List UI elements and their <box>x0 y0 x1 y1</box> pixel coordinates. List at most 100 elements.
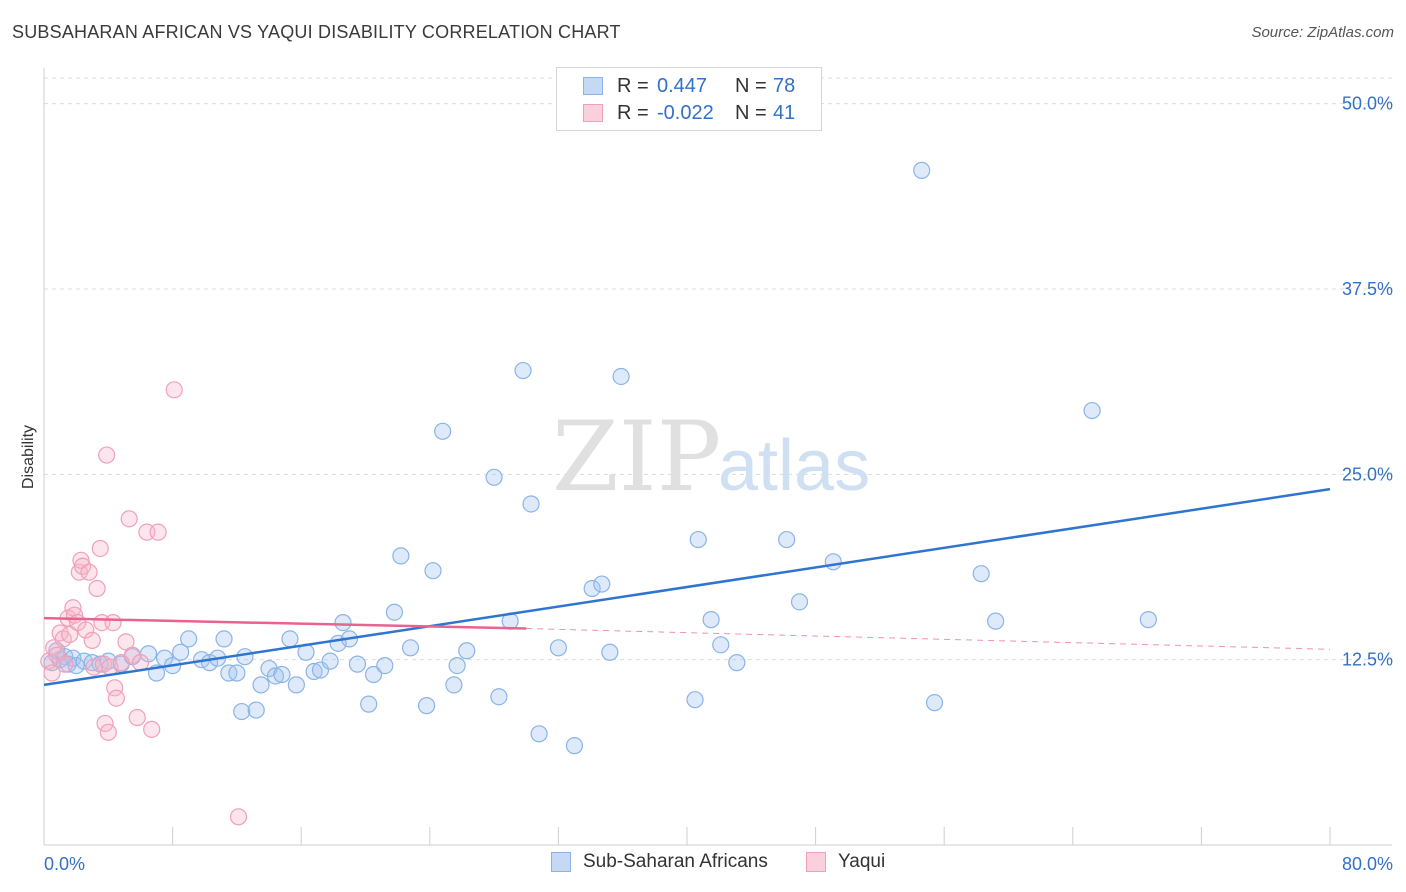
point-yaqui <box>56 655 74 673</box>
point-subsaharan <box>215 630 233 648</box>
point-subsaharan <box>424 562 442 580</box>
series-swatch-pink <box>806 852 826 872</box>
gridlines <box>44 77 1392 661</box>
point-subsaharan <box>522 495 540 513</box>
point-subsaharan <box>987 612 1005 630</box>
series-legend-yaqui: Yaqui <box>806 851 885 873</box>
point-subsaharan <box>233 702 251 721</box>
legend-row-subsaharan: R = 0.447 N = 78 <box>583 74 795 98</box>
point-subsaharan <box>530 725 548 743</box>
point-subsaharan <box>445 676 463 694</box>
point-yaqui <box>143 720 161 738</box>
point-yaqui <box>91 539 109 558</box>
y-tick-label: 12.5% <box>1342 650 1393 670</box>
point-yaqui <box>128 708 146 727</box>
point-subsaharan <box>824 553 842 571</box>
legend-r-label: R = <box>617 74 649 97</box>
legend-swatch-blue <box>583 77 603 95</box>
point-yaqui <box>96 714 114 733</box>
point-subsaharan <box>490 688 508 706</box>
y-axis-label: Disability <box>20 425 37 489</box>
point-yaqui <box>104 613 122 632</box>
point-subsaharan <box>273 665 291 684</box>
point-yaqui <box>98 446 116 464</box>
point-subsaharan <box>360 695 378 713</box>
point-subsaharan <box>236 648 254 666</box>
point-subsaharan <box>485 468 503 486</box>
point-yaqui <box>120 510 138 528</box>
series-legend-subsaharan: Sub-Saharan Africans <box>551 851 768 873</box>
axis-ticks: 12.5% 25.0% 37.5% 50.0% 0.0% 80.0% <box>44 94 1393 874</box>
legend-row-yaqui: R = -0.022 N = 41 <box>583 101 795 125</box>
series-swatch-blue <box>551 852 571 872</box>
legend-swatch-pink <box>583 104 603 122</box>
point-yaqui <box>61 625 79 644</box>
point-subsaharan <box>401 639 420 657</box>
legend-r-label: R = <box>617 101 649 124</box>
series-label: Yaqui <box>838 851 886 872</box>
point-yaqui <box>83 631 101 649</box>
point-subsaharan <box>287 676 305 694</box>
point-subsaharan <box>612 367 630 386</box>
point-subsaharan <box>348 655 367 673</box>
point-subsaharan <box>305 662 323 681</box>
point-subsaharan <box>228 664 246 682</box>
watermark-atlas: atlas <box>718 426 870 506</box>
point-subsaharan <box>913 161 931 179</box>
legend-n-label: N = <box>735 101 767 124</box>
point-subsaharan <box>266 667 285 685</box>
series-label: Sub-Saharan Africans <box>583 851 768 872</box>
point-subsaharan <box>281 630 299 648</box>
point-yaqui <box>73 557 92 575</box>
point-subsaharan <box>180 630 198 648</box>
watermark: ZIP atlas <box>552 401 870 513</box>
watermark-zip: ZIP <box>552 401 721 513</box>
point-yaqui <box>43 664 61 682</box>
data-points <box>40 161 1157 826</box>
y-tick-label: 50.0% <box>1342 94 1393 114</box>
point-subsaharan <box>686 691 704 709</box>
point-subsaharan <box>448 656 466 675</box>
trend-line-yaqui-extension <box>526 628 1331 650</box>
point-yaqui <box>107 689 125 707</box>
legend-n-label: N = <box>735 74 767 97</box>
x-tick-label: 80.0% <box>1342 854 1393 874</box>
series-legend: Sub-Saharan Africans Yaqui <box>0 851 1406 877</box>
point-subsaharan <box>702 611 720 629</box>
correlation-legend: R = 0.447 N = 78 R = -0.022 N = 41 <box>556 67 822 131</box>
legend-r-value: -0.022 <box>657 101 714 124</box>
axes <box>43 68 1392 846</box>
point-subsaharan <box>712 636 730 654</box>
point-subsaharan <box>376 656 394 675</box>
point-subsaharan <box>728 654 746 672</box>
point-yaqui <box>149 523 167 541</box>
point-yaqui <box>99 723 117 741</box>
point-subsaharan <box>99 652 117 670</box>
point-subsaharan <box>434 422 452 440</box>
point-yaqui <box>80 563 98 581</box>
point-yaqui <box>165 381 183 399</box>
point-subsaharan <box>514 361 532 380</box>
point-subsaharan <box>593 575 611 593</box>
trend-lines <box>43 487 1331 687</box>
point-subsaharan <box>172 643 190 661</box>
point-yaqui <box>229 808 248 826</box>
point-subsaharan <box>1139 611 1157 629</box>
point-yaqui <box>77 621 95 639</box>
y-tick-label: 37.5% <box>1342 279 1393 299</box>
point-subsaharan <box>247 701 265 719</box>
x-tick-label: 0.0% <box>44 854 85 874</box>
point-subsaharan <box>385 603 404 621</box>
point-subsaharan <box>689 530 707 549</box>
point-subsaharan <box>1083 401 1101 420</box>
point-subsaharan <box>601 643 619 661</box>
trend-line-yaqui <box>43 616 527 630</box>
point-subsaharan <box>458 642 476 660</box>
point-subsaharan <box>321 652 339 670</box>
point-yaqui <box>72 551 90 569</box>
chart-title: SUBSAHARAN AFRICAN VS YAQUI DISABILITY C… <box>12 22 621 42</box>
point-subsaharan <box>549 639 568 657</box>
point-subsaharan <box>392 547 410 565</box>
point-subsaharan <box>417 697 436 715</box>
point-subsaharan <box>364 665 383 684</box>
